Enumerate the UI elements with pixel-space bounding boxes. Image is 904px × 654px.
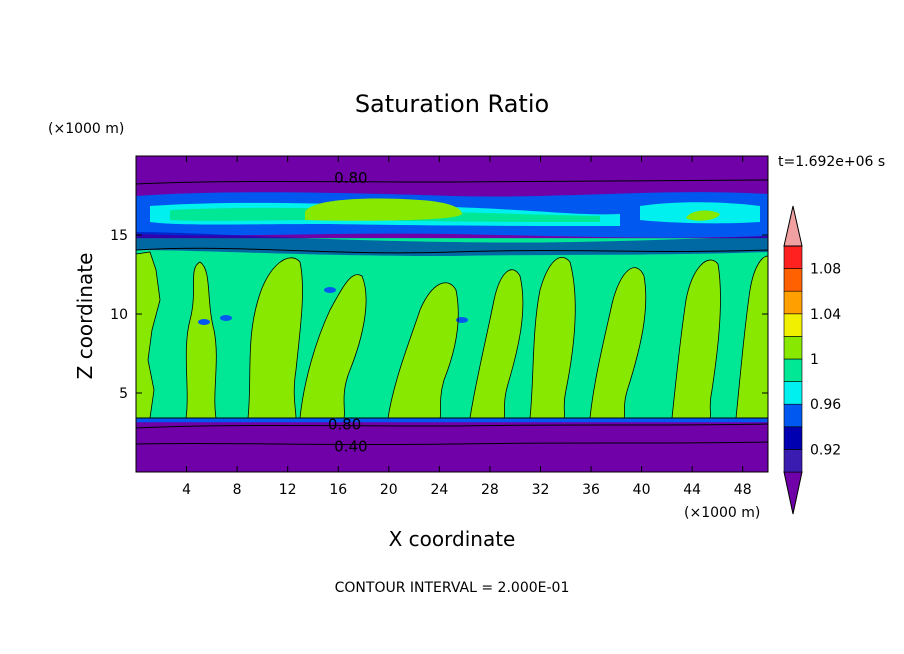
chart-title: Saturation Ratio xyxy=(355,90,549,118)
field-cloud-tower xyxy=(300,274,367,418)
x-tick-label: 32 xyxy=(532,482,550,498)
contour-line xyxy=(735,255,768,419)
colorbar-swatch xyxy=(783,381,803,405)
x-tick-label: 40 xyxy=(633,482,651,498)
field-supersaturated-cap-right xyxy=(686,210,720,221)
time-label: t=1.692e+06 s xyxy=(778,154,885,170)
x-tick-label: 20 xyxy=(380,482,398,498)
colorbar-swatch xyxy=(783,426,803,450)
y-axis-unit: (×1000 m) xyxy=(48,121,124,137)
colorbar-label: 1.08 xyxy=(810,262,841,278)
colorbar-label: 1 xyxy=(810,352,819,368)
field-dry-pocket xyxy=(198,319,210,325)
saturation-field xyxy=(136,156,768,472)
contour-lines xyxy=(136,179,768,446)
colorbar-swatch xyxy=(783,268,803,292)
contour-labels: 0.80 0.80 0.40 xyxy=(328,169,368,456)
x-tick-label: 16 xyxy=(329,482,347,498)
contour-line xyxy=(529,256,576,419)
colorbar-swatch xyxy=(783,449,803,473)
x-tick-label: 12 xyxy=(279,482,297,498)
contour-line xyxy=(671,259,721,419)
colorbar: 0.92 0.96 1 1.04 1.08 xyxy=(783,205,841,515)
field-cloud-tower xyxy=(470,269,523,418)
x-axis-ticks: 4 8 12 16 20 24 28 32 36 40 44 48 xyxy=(182,156,752,498)
contour-label: 0.40 xyxy=(334,438,367,456)
field-dry-pocket xyxy=(220,315,232,321)
x-tick-label: 48 xyxy=(734,482,752,498)
x-axis-unit: (×1000 m) xyxy=(684,505,760,521)
field-cloud-tower xyxy=(590,267,646,418)
contour-line xyxy=(589,267,647,419)
field-cloud-tower xyxy=(736,256,768,418)
field-cloud-tower xyxy=(388,282,459,418)
contour-line xyxy=(387,282,459,419)
field-cloud-tower xyxy=(530,257,576,418)
colorbar-swatch xyxy=(783,336,803,360)
colorbar-label: 0.96 xyxy=(810,397,841,413)
contour-line xyxy=(136,441,768,446)
y-tick-label: 5 xyxy=(119,386,128,402)
y-axis-ticks: 5 10 15 xyxy=(110,228,768,402)
contour-line xyxy=(469,269,524,419)
colorbar-overflow-arrow xyxy=(783,205,803,247)
colorbar-label: 1.04 xyxy=(810,307,841,323)
field-dry-pocket xyxy=(456,317,468,323)
y-axis-title: Z coordinate xyxy=(73,253,97,380)
field-supersaturated-cap xyxy=(305,198,462,221)
colorbar-swatch xyxy=(783,313,803,337)
field-cloud-tower xyxy=(186,262,217,418)
x-tick-label: 4 xyxy=(182,482,191,498)
colorbar-swatch xyxy=(783,403,803,428)
x-tick-label: 24 xyxy=(430,482,448,498)
x-tick-label: 28 xyxy=(481,482,499,498)
contour-line xyxy=(136,179,768,185)
field-cloud-tower xyxy=(672,260,721,418)
x-tick-label: 44 xyxy=(683,482,701,498)
field-boundary-blue xyxy=(136,418,768,423)
contour-label: 0.80 xyxy=(328,416,361,434)
y-tick-label: 15 xyxy=(110,228,128,244)
field-cloud-tower xyxy=(248,257,303,418)
contour-line xyxy=(136,423,768,429)
x-axis-title: X coordinate xyxy=(389,527,516,551)
colorbar-label: 0.92 xyxy=(810,442,841,458)
contour-line xyxy=(136,251,161,419)
x-tick-label: 36 xyxy=(582,482,600,498)
contour-line xyxy=(185,261,217,419)
colorbar-underflow-arrow xyxy=(783,471,803,515)
y-tick-label: 10 xyxy=(110,307,128,323)
x-tick-label: 8 xyxy=(233,482,242,498)
contour-line xyxy=(136,247,768,254)
colorbar-swatch xyxy=(783,245,803,269)
contour-interval-note: CONTOUR INTERVAL = 2.000E-01 xyxy=(335,580,570,596)
contour-line xyxy=(247,257,303,419)
contour-line xyxy=(299,274,367,419)
colorbar-swatch xyxy=(783,290,803,315)
colorbar-swatch xyxy=(783,358,803,382)
contour-label: 0.80 xyxy=(334,169,367,187)
field-dry-pocket xyxy=(324,287,336,293)
field-cloud-tower xyxy=(136,252,160,418)
